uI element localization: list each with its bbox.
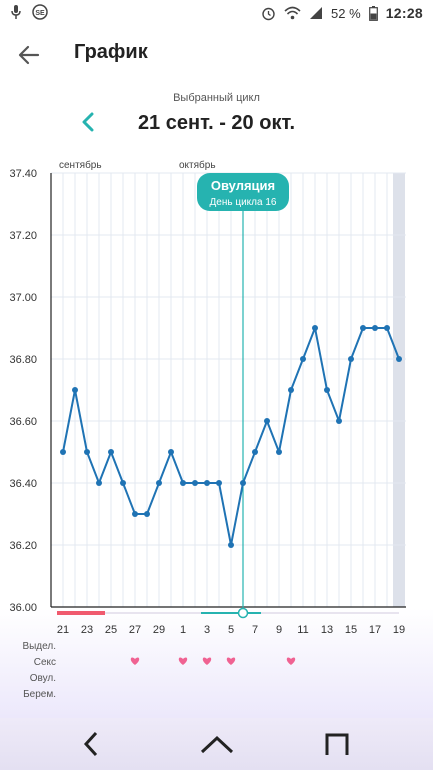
data-point [192, 480, 198, 486]
data-point [168, 449, 174, 455]
chevron-left-icon[interactable] [78, 110, 100, 134]
status-bar: SE 52 % 12:28 [0, 0, 433, 26]
home-icon[interactable] [200, 730, 234, 758]
y-tick-label: 36.40 [9, 478, 37, 490]
back-icon[interactable] [77, 730, 107, 758]
data-point [324, 387, 330, 393]
heart-icon [286, 657, 296, 665]
page-title: График [74, 41, 148, 63]
x-tick-label: 15 [345, 624, 357, 636]
signal-icon [310, 7, 323, 19]
data-point [252, 449, 258, 455]
data-point [132, 511, 138, 517]
data-point [60, 449, 66, 455]
ovulation-marker [237, 607, 249, 619]
data-point [360, 325, 366, 331]
row-label: Берем. [23, 689, 56, 700]
battery-icon [368, 5, 378, 21]
data-point [216, 480, 222, 486]
heart-icon [130, 657, 140, 665]
y-tick-label: 36.00 [9, 602, 37, 614]
data-point [372, 325, 378, 331]
legend-area [0, 608, 433, 718]
y-tick-label: 37.00 [9, 292, 37, 304]
x-tick-label: 27 [129, 624, 141, 636]
data-point [312, 325, 318, 331]
data-point [348, 356, 354, 362]
data-point [120, 480, 126, 486]
data-point [336, 418, 342, 424]
heart-icon [202, 657, 212, 665]
plot-area [51, 173, 406, 607]
x-tick-label: 13 [321, 624, 333, 636]
y-tick-label: 36.60 [9, 416, 37, 428]
heart-icon [226, 657, 236, 665]
x-tick-label: 9 [276, 624, 282, 636]
x-tick-label: 23 [81, 624, 93, 636]
x-tick-label: 17 [369, 624, 381, 636]
row-label: Секс [34, 657, 56, 668]
x-tick-label: 3 [204, 624, 210, 636]
ovulation-badge-title: Овуляция [211, 178, 275, 193]
x-tick-label: 7 [252, 624, 258, 636]
data-point [276, 449, 282, 455]
data-point [384, 325, 390, 331]
month-label: октябрь [179, 159, 216, 171]
x-tick-label: 29 [153, 624, 165, 636]
arrow-left-icon[interactable] [16, 42, 42, 68]
data-point [240, 480, 246, 486]
y-tick-label: 36.80 [9, 354, 37, 366]
data-point [396, 356, 402, 362]
y-tick-label: 37.20 [9, 230, 37, 242]
cycle-caption: Выбранный цикл [173, 92, 260, 104]
status-time: 12:28 [385, 5, 423, 21]
data-point [156, 480, 162, 486]
temperature-chart[interactable]: 37.40 37.20 37.00 36.80 36.60 36.40 36.20 36.00… [0, 150, 433, 718]
x-tick-label: 1 [180, 624, 186, 636]
row-label: Выдел. [22, 641, 56, 652]
data-point [300, 356, 306, 362]
app-logo-icon: SE [32, 4, 48, 20]
heart-icon [178, 657, 188, 665]
row-label: Овул. [30, 673, 56, 684]
data-point [96, 480, 102, 486]
system-nav-bar [0, 718, 433, 770]
recents-icon[interactable] [322, 730, 352, 758]
battery-percent: 52 % [331, 5, 361, 21]
ovulation-badge [197, 173, 289, 211]
ovulation-badge-subtitle: День цикла 16 [210, 197, 277, 208]
x-tick-label: 25 [105, 624, 117, 636]
data-point [144, 511, 150, 517]
alarm-icon [262, 7, 275, 20]
today-highlight [393, 173, 405, 607]
y-tick-label: 37.40 [9, 168, 37, 180]
data-point [84, 449, 90, 455]
microphone-icon [11, 5, 21, 19]
data-point [180, 480, 186, 486]
month-label: сентябрь [59, 159, 102, 171]
data-point [288, 387, 294, 393]
wifi-icon [284, 6, 301, 20]
x-tick-label: 21 [57, 624, 69, 636]
data-point [204, 480, 210, 486]
x-tick-label: 5 [228, 624, 234, 636]
cycle-range: 21 сент. - 20 окт. [137, 112, 296, 134]
x-tick-label: 19 [393, 624, 405, 636]
data-point [72, 387, 78, 393]
data-point [228, 542, 234, 548]
svg-text:SE: SE [35, 10, 45, 17]
data-point [108, 449, 114, 455]
app-bar: График [0, 26, 433, 82]
x-tick-label: 11 [297, 624, 308, 636]
y-tick-label: 36.20 [9, 540, 37, 552]
data-point [264, 418, 270, 424]
